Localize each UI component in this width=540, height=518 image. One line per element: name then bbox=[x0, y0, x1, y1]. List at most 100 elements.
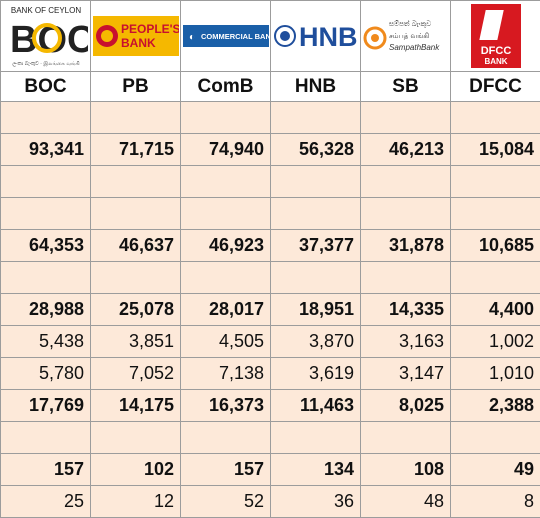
table-cell: 11,463 bbox=[271, 390, 361, 422]
table-cell: 48 bbox=[361, 486, 451, 518]
table-cell: 3,147 bbox=[361, 358, 451, 390]
table-cell bbox=[91, 422, 181, 454]
table-cell bbox=[181, 102, 271, 134]
svg-text:ලංකා බැංකුව · இலங்கை வங்கி: ලංකා බැංකුව · இலங்கை வங்கி bbox=[12, 61, 79, 67]
table-cell: 46,213 bbox=[361, 134, 451, 166]
table-cell bbox=[1, 166, 91, 198]
table-cell bbox=[271, 102, 361, 134]
table-cell bbox=[91, 166, 181, 198]
sb-logo: සම්පත් බැංකුව சம்பத் வங்கி SampathBank bbox=[363, 14, 449, 58]
column-header: SB bbox=[361, 72, 451, 102]
table-cell: 7,138 bbox=[181, 358, 271, 390]
svg-text:SampathBank: SampathBank bbox=[389, 43, 440, 52]
table-cell bbox=[361, 166, 451, 198]
svg-text:BANK: BANK bbox=[484, 57, 507, 66]
boc-logo: BANK OF CEYLON BOC ලංකා බැංකුව · இலங்கை … bbox=[4, 4, 88, 68]
table-cell bbox=[361, 102, 451, 134]
table-row bbox=[1, 102, 540, 134]
comb-logo-cell: ◐ COMMERCIAL BANK bbox=[181, 1, 271, 72]
column-header: BOC bbox=[1, 72, 91, 102]
table-cell bbox=[361, 262, 451, 294]
table-cell: 102 bbox=[91, 454, 181, 486]
table-cell: 157 bbox=[181, 454, 271, 486]
table-cell: 3,870 bbox=[271, 326, 361, 358]
svg-text:COMMERCIAL BANK: COMMERCIAL BANK bbox=[201, 32, 269, 41]
table-cell: 7,052 bbox=[91, 358, 181, 390]
table-row bbox=[1, 422, 540, 454]
table-row bbox=[1, 166, 540, 198]
table-cell: 5,780 bbox=[1, 358, 91, 390]
table-cell bbox=[271, 422, 361, 454]
table-cell: 17,769 bbox=[1, 390, 91, 422]
dfcc-logo-cell: DFCC BANK bbox=[451, 1, 540, 72]
table-cell: 1,010 bbox=[451, 358, 540, 390]
table-cell: 5,438 bbox=[1, 326, 91, 358]
table-cell: 46,637 bbox=[91, 230, 181, 262]
table-cell: 31,878 bbox=[361, 230, 451, 262]
table-cell: 3,851 bbox=[91, 326, 181, 358]
table-cell bbox=[181, 262, 271, 294]
svg-text:BANK: BANK bbox=[121, 36, 156, 50]
table-cell: 3,163 bbox=[361, 326, 451, 358]
table-cell: 157 bbox=[1, 454, 91, 486]
sb-logo-cell: සම්පත් බැංකුව சம்பத் வங்கி SampathBank bbox=[361, 1, 451, 72]
table-cell: 134 bbox=[271, 454, 361, 486]
pb-logo-cell: PEOPLE'S BANK bbox=[91, 1, 181, 72]
svg-text:BANK OF CEYLON: BANK OF CEYLON bbox=[10, 6, 80, 15]
hnb-logo-cell: HNB bbox=[271, 1, 361, 72]
column-header: HNB bbox=[271, 72, 361, 102]
table-cell: 18,951 bbox=[271, 294, 361, 326]
table-cell: 14,175 bbox=[91, 390, 181, 422]
table-cell: 46,923 bbox=[181, 230, 271, 262]
table-cell: 12 bbox=[91, 486, 181, 518]
svg-text:சம்பத் வங்கி: சம்பத் வங்கி bbox=[389, 32, 429, 40]
table-cell: 108 bbox=[361, 454, 451, 486]
table-cell: 28,988 bbox=[1, 294, 91, 326]
table-cell: 37,377 bbox=[271, 230, 361, 262]
svg-text:සම්පත් බැංකුව: සම්පත් බැංකුව bbox=[389, 20, 431, 28]
table-cell bbox=[451, 262, 540, 294]
table-cell bbox=[91, 102, 181, 134]
table-cell bbox=[451, 422, 540, 454]
table-cell bbox=[181, 422, 271, 454]
pb-logo: PEOPLE'S BANK bbox=[93, 16, 179, 56]
table-cell bbox=[1, 262, 91, 294]
logo-row: BANK OF CEYLON BOC ලංකා බැංකුව · இலங்கை … bbox=[1, 1, 540, 72]
table-cell bbox=[1, 102, 91, 134]
table-cell: 4,505 bbox=[181, 326, 271, 358]
table-cell: 8,025 bbox=[361, 390, 451, 422]
table-cell: 64,353 bbox=[1, 230, 91, 262]
hnb-logo: HNB bbox=[273, 18, 359, 54]
table-cell bbox=[181, 198, 271, 230]
column-header: DFCC bbox=[451, 72, 540, 102]
table-cell: 1,002 bbox=[451, 326, 540, 358]
table-cell bbox=[1, 198, 91, 230]
table-cell: 15,084 bbox=[451, 134, 540, 166]
table-row bbox=[1, 198, 540, 230]
table-cell bbox=[451, 166, 540, 198]
table-row bbox=[1, 262, 540, 294]
table-cell: 49 bbox=[451, 454, 540, 486]
svg-text:PEOPLE'S: PEOPLE'S bbox=[121, 22, 179, 36]
table-cell bbox=[91, 198, 181, 230]
table-cell: 28,017 bbox=[181, 294, 271, 326]
boc-logo-cell: BANK OF CEYLON BOC ලංකා බැංකුව · இலங்கை … bbox=[1, 1, 91, 72]
table-cell: 2,388 bbox=[451, 390, 540, 422]
table-cell: 14,335 bbox=[361, 294, 451, 326]
table-cell bbox=[91, 262, 181, 294]
table-cell: 25,078 bbox=[91, 294, 181, 326]
table-cell: 4,400 bbox=[451, 294, 540, 326]
svg-text:DFCC: DFCC bbox=[480, 45, 511, 57]
table-cell bbox=[451, 102, 540, 134]
svg-text:◐: ◐ bbox=[189, 32, 195, 43]
table-cell: 74,940 bbox=[181, 134, 271, 166]
table-cell bbox=[451, 198, 540, 230]
